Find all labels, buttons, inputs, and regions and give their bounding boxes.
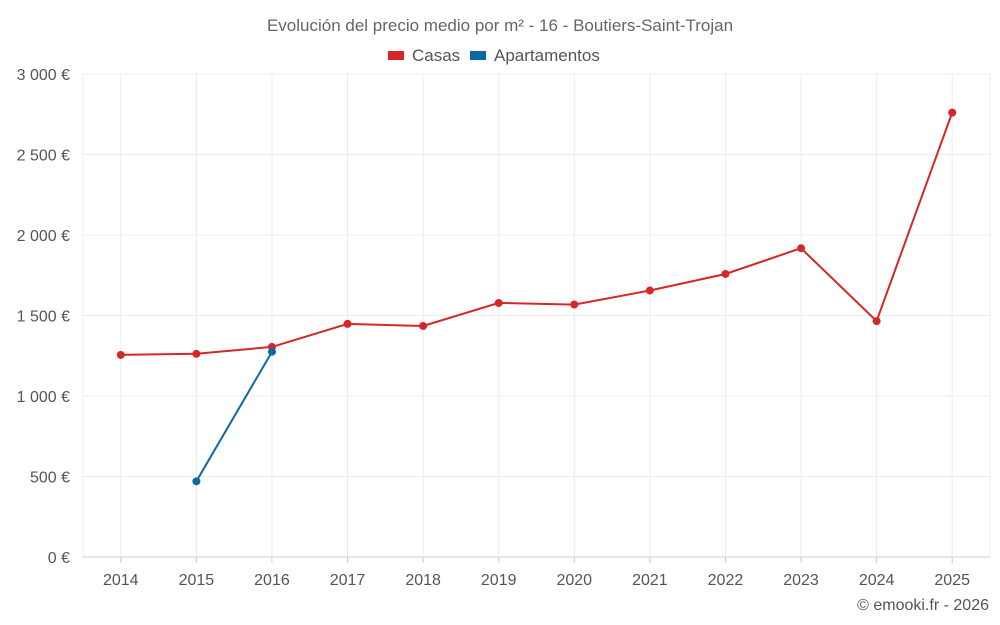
y-tick-label: 500 €: [30, 470, 70, 487]
series-line: [120, 112, 954, 356]
series-line: [195, 351, 273, 482]
x-tick-label: 2021: [632, 572, 668, 589]
data-point[interactable]: [192, 349, 201, 358]
data-point[interactable]: [645, 286, 654, 295]
series-layer: [116, 108, 957, 486]
data-point[interactable]: [872, 317, 881, 326]
y-tick-label: 2 000 €: [17, 228, 70, 245]
data-point[interactable]: [192, 477, 201, 486]
legend-item-apartamentos[interactable]: Apartamentos: [470, 46, 600, 65]
legend-swatch: [388, 51, 404, 60]
y-axis: 0 € 500 € 1 000 € 1 500 € 2 000 € 2 500 € 3 00…: [17, 67, 70, 567]
x-tick-label: 2015: [179, 572, 215, 589]
x-tick-label: 2025: [934, 572, 970, 589]
legend: Casas Apartamentos: [388, 46, 600, 65]
y-tick-label: 3 000 €: [17, 67, 70, 84]
x-tick-label: 2016: [254, 572, 290, 589]
legend-label: Casas: [412, 46, 460, 65]
series-apartamentos: [192, 347, 276, 486]
data-point[interactable]: [570, 300, 579, 309]
series-casas: [116, 108, 957, 359]
x-tick-label: 2022: [708, 572, 744, 589]
x-tick-label: 2019: [481, 572, 517, 589]
x-tick-label: 2017: [330, 572, 366, 589]
chart-title: Evolución del precio medio por m² - 16 -…: [267, 16, 733, 35]
data-point[interactable]: [948, 108, 957, 117]
x-axis: 2014 2015 2016 2017 2018 2019 2020 2021 2022 2023…: [103, 557, 970, 589]
y-tick-label: 2 500 €: [17, 148, 70, 165]
x-tick-label: 2020: [556, 572, 592, 589]
data-point[interactable]: [419, 321, 428, 330]
y-tick-label: 1 000 €: [17, 389, 70, 406]
legend-item-casas[interactable]: Casas: [388, 46, 460, 65]
y-tick-label: 1 500 €: [17, 309, 70, 326]
data-point[interactable]: [797, 244, 806, 253]
data-point[interactable]: [267, 347, 276, 356]
data-point[interactable]: [343, 319, 352, 328]
x-tick-label: 2014: [103, 572, 139, 589]
data-point[interactable]: [721, 269, 730, 278]
data-point[interactable]: [494, 298, 503, 307]
credit: © emooki.fr - 2026: [857, 597, 989, 614]
y-tick-label: 0 €: [48, 550, 70, 567]
legend-swatch: [470, 51, 486, 60]
x-tick-label: 2024: [859, 572, 895, 589]
x-tick-label: 2018: [405, 572, 441, 589]
data-point[interactable]: [116, 350, 125, 359]
legend-label: Apartamentos: [494, 46, 600, 65]
grid: [82, 73, 991, 558]
x-tick-label: 2023: [783, 572, 819, 589]
